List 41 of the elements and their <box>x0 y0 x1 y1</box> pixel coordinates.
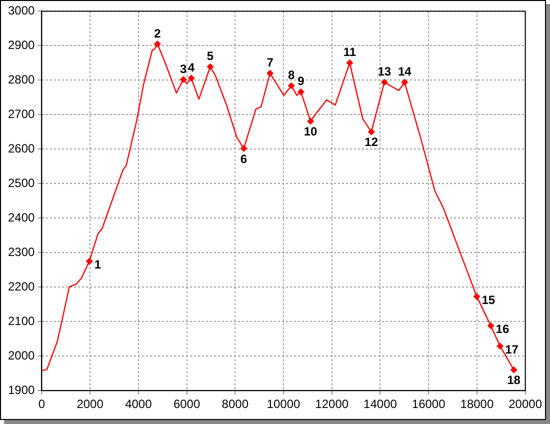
annotation: 2 <box>154 26 162 40</box>
x-tick-label: 10000 <box>266 397 301 412</box>
y-tick-label: 2500 <box>8 176 36 190</box>
x-tick-label: 14000 <box>364 397 398 412</box>
annotation: 8 <box>288 68 295 82</box>
annotation: 9 <box>298 74 305 88</box>
y-tick-label: 2400 <box>8 210 36 224</box>
annotation: 4 <box>188 60 195 74</box>
annotation: 7 <box>266 56 274 70</box>
y-tick-label: 1900 <box>8 382 36 397</box>
x-tick-label: 20000 <box>508 397 542 412</box>
x-tick-label: 8000 <box>222 397 249 412</box>
x-tick-label: 4000 <box>125 397 152 412</box>
y-tick-label: 2700 <box>8 106 36 121</box>
annotation: 6 <box>240 152 248 166</box>
annotation: 18 <box>507 373 521 388</box>
annotation: 3 <box>180 62 187 76</box>
annotation: 1 <box>94 258 102 272</box>
y-tick-label: 2600 <box>8 141 36 156</box>
annotation: 17 <box>505 342 519 356</box>
annotation: 10 <box>304 124 318 139</box>
y-tick-label: 2300 <box>8 244 36 259</box>
annotation: 12 <box>364 135 378 150</box>
annotation: 14 <box>398 64 412 79</box>
y-tick-label: 2800 <box>8 72 36 86</box>
x-tick-label: 6000 <box>173 397 200 412</box>
x-tick-label: 18000 <box>460 397 494 412</box>
y-tick-label: 2100 <box>8 314 36 328</box>
annotation: 16 <box>496 322 510 336</box>
annotation: 15 <box>482 292 496 307</box>
x-tick-label: 12000 <box>315 397 349 412</box>
y-tick-label: 2900 <box>8 38 36 52</box>
y-tick-label: 3000 <box>8 4 36 18</box>
x-tick-label: 2000 <box>76 397 104 412</box>
x-tick-label: 16000 <box>412 397 446 412</box>
x-tick-label: 0 <box>38 397 46 412</box>
y-tick-label: 2200 <box>8 279 36 294</box>
annotation: 13 <box>378 64 392 79</box>
annotation: 11 <box>343 45 356 60</box>
annotation: 5 <box>206 49 214 64</box>
y-tick-label: 2000 <box>8 348 36 362</box>
